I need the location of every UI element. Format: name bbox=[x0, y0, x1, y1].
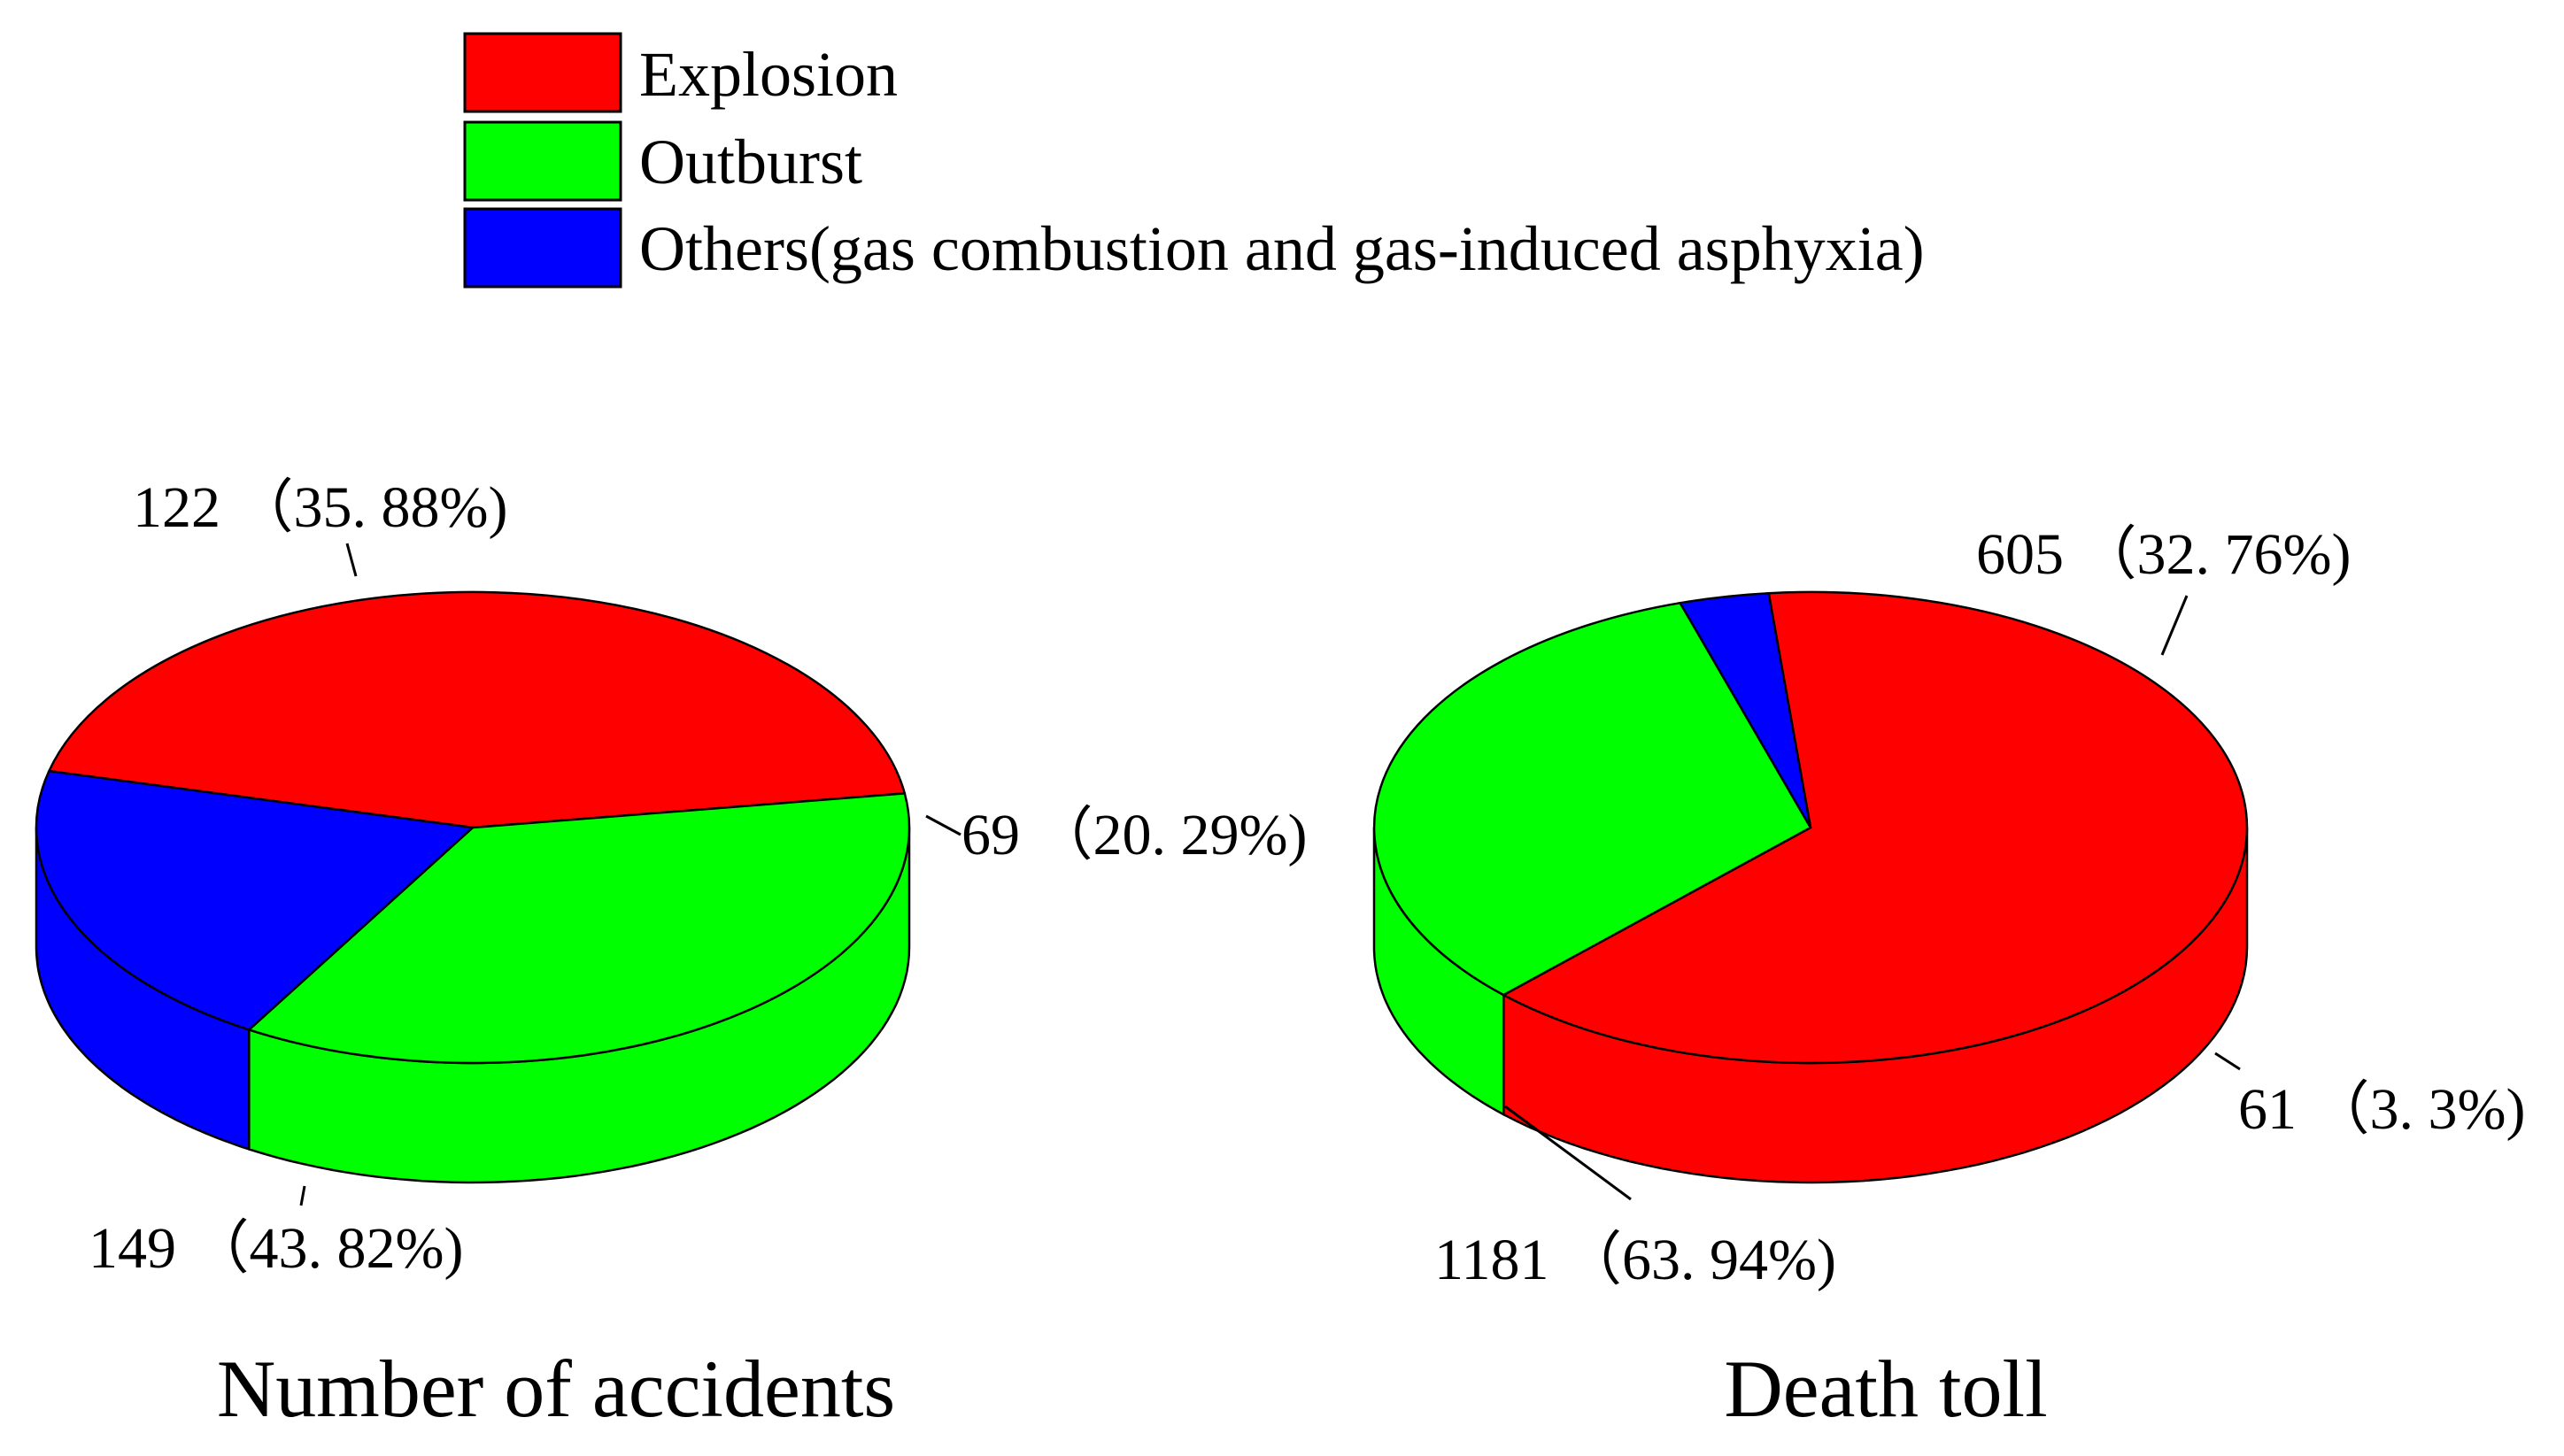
pie-slice-accidents-explosion bbox=[47, 590, 907, 829]
data-label-death-explosion: 1181 （63. 94%) bbox=[1434, 1228, 1836, 1292]
legend: Explosion Outburst Others(gas combustion… bbox=[463, 32, 1925, 289]
pie-chart-accidents bbox=[35, 590, 911, 1184]
leader-line-death-outburst bbox=[2160, 595, 2189, 656]
legend-swatch-outburst bbox=[463, 120, 622, 202]
pie-slice-death-outburst bbox=[1372, 601, 1812, 997]
pie-slice-death-others bbox=[1678, 591, 1812, 828]
pie-chart-death-toll bbox=[1372, 590, 2249, 1184]
data-labels: 122 （35. 88%) 69 （20. 29%) 149 （43. 82%)… bbox=[89, 475, 2525, 1292]
leader-line-death-explosion bbox=[1504, 1105, 1632, 1201]
legend-item-outburst: Outburst bbox=[463, 120, 862, 202]
legend-swatch-explosion bbox=[463, 32, 622, 113]
pie-slice-accidents-others bbox=[35, 769, 475, 1031]
pie-slice-death-explosion bbox=[1501, 590, 2249, 1065]
leader-line-accidents-others bbox=[925, 814, 962, 836]
legend-label-others: Others(gas combustion and gas-induced as… bbox=[639, 213, 1925, 284]
legend-item-explosion: Explosion bbox=[463, 32, 898, 113]
legend-label-explosion: Explosion bbox=[639, 39, 898, 110]
legend-label-outburst: Outburst bbox=[639, 127, 862, 197]
leader-line-accidents-explosion bbox=[299, 1185, 306, 1206]
leader-line-accidents-outburst bbox=[345, 543, 358, 577]
data-label-death-others: 61 （3. 3%) bbox=[2238, 1077, 2525, 1142]
data-label-accidents-explosion: 149 （43. 82%) bbox=[89, 1216, 463, 1281]
chart-title-accidents: Number of accidents bbox=[217, 1344, 895, 1434]
data-label-accidents-outburst: 122 （35. 88%) bbox=[133, 475, 507, 540]
leader-line-death-others bbox=[2214, 1052, 2241, 1071]
data-label-death-outburst: 605 （32. 76%) bbox=[1976, 522, 2351, 587]
leader-lines bbox=[299, 543, 2241, 1206]
legend-swatch-others bbox=[463, 207, 622, 289]
pie-slice-accidents-outburst bbox=[246, 792, 911, 1065]
legend-item-others: Others(gas combustion and gas-induced as… bbox=[463, 207, 1925, 289]
chart-title-death-toll: Death toll bbox=[1724, 1344, 2047, 1434]
data-label-accidents-others: 69 （20. 29%) bbox=[962, 803, 1307, 867]
